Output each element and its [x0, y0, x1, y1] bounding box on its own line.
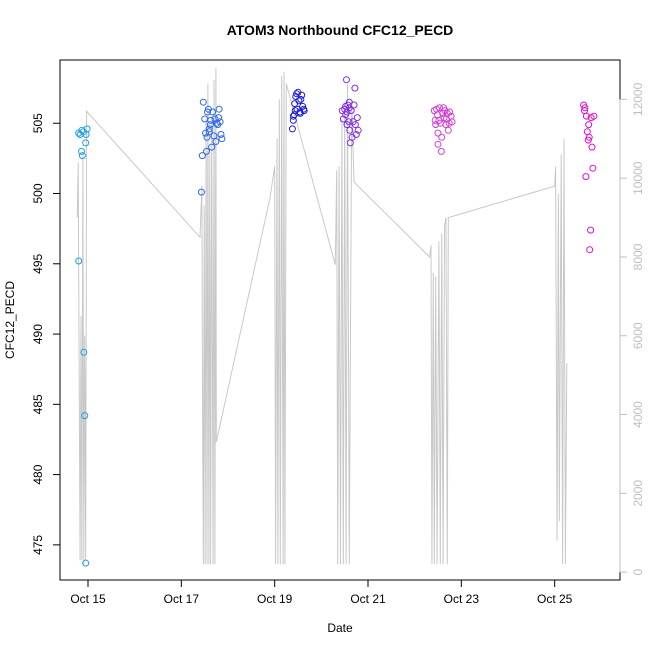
data-point	[582, 173, 590, 181]
data-point	[199, 98, 207, 106]
data-point	[590, 112, 598, 120]
data-point	[448, 118, 456, 126]
data-point	[585, 121, 593, 129]
data-point	[346, 126, 354, 134]
y-tick-label: 485	[31, 394, 45, 414]
data-point	[217, 131, 225, 138]
data-point	[207, 116, 215, 124]
data-point	[353, 114, 361, 122]
data-point	[444, 126, 452, 134]
secondary-series-line	[76, 67, 568, 565]
data-point	[198, 152, 206, 160]
data-point	[295, 97, 303, 105]
x-tick-label: Oct 25	[537, 592, 573, 606]
y-tick-label: 495	[31, 253, 45, 273]
data-point	[293, 90, 301, 98]
data-point	[339, 115, 347, 123]
y2-tick-label: 10000	[631, 161, 645, 195]
data-point	[204, 108, 211, 116]
data-point	[585, 133, 593, 141]
y2-tick-label: 6000	[631, 322, 645, 349]
x-tick-label: Oct 23	[444, 592, 480, 606]
data-point	[81, 412, 89, 420]
data-point	[202, 129, 210, 137]
y-tick-label: 480	[31, 464, 45, 484]
data-point	[83, 125, 91, 133]
y-tick-label: 500	[31, 183, 45, 203]
data-point	[588, 143, 596, 151]
data-point	[581, 104, 589, 112]
data-point	[209, 108, 217, 116]
data-point	[218, 135, 226, 143]
data-point	[300, 107, 308, 115]
altitude-line	[76, 67, 568, 565]
data-point	[589, 164, 597, 172]
data-point	[446, 108, 454, 116]
data-point	[351, 121, 359, 129]
data-point	[582, 112, 590, 120]
x-axis-label: Date	[327, 621, 353, 635]
y2-tick-label: 0	[631, 568, 645, 575]
chart-title: ATOM3 Northbound CFC12_PECD	[227, 22, 454, 38]
data-point	[203, 147, 210, 155]
data-point	[211, 115, 219, 123]
data-point	[78, 126, 86, 134]
data-point	[351, 84, 359, 92]
data-point	[354, 126, 362, 134]
data-point	[197, 188, 205, 196]
y-tick-label: 490	[31, 324, 45, 344]
y2-axis: 0 2000 4000 6000 8000 10000 12000	[619, 82, 645, 575]
data-point	[435, 104, 443, 112]
data-point	[437, 147, 445, 155]
data-point	[342, 102, 350, 110]
data-point	[434, 129, 442, 137]
y-tick-label: 505	[31, 113, 45, 133]
data-point	[203, 133, 211, 141]
data-point	[434, 140, 442, 148]
data-point	[289, 116, 297, 124]
x-tick-label: Oct 19	[257, 592, 293, 606]
x-tick-label: Oct 21	[350, 592, 386, 606]
y2-tick-label: 4000	[631, 401, 645, 428]
data-point	[212, 138, 220, 145]
data-point	[205, 125, 213, 133]
data-point	[216, 118, 224, 126]
data-point	[206, 121, 214, 129]
y-axis-label: CFC12_PECD	[3, 281, 17, 359]
y2-tick-label: 2000	[631, 480, 645, 507]
y2-tick-label: 8000	[631, 243, 645, 270]
data-point	[78, 147, 85, 155]
data-point	[201, 115, 209, 123]
data-point	[298, 91, 306, 99]
data-point	[78, 152, 86, 160]
data-point	[215, 105, 223, 113]
x-axis: Oct 15 Oct 17 Oct 19 Oct 21 Oct 23 Oct 25	[70, 579, 573, 606]
data-points	[75, 76, 598, 567]
data-point	[586, 246, 594, 254]
y-axis: 475 480 485 490 495 500 505	[31, 113, 61, 555]
data-point	[82, 559, 90, 567]
data-point	[587, 226, 595, 234]
data-point	[345, 104, 353, 112]
data-point	[345, 118, 353, 126]
data-point	[75, 257, 83, 265]
data-point	[438, 133, 446, 141]
y2-tick-label: 12000	[631, 82, 645, 116]
data-point	[291, 107, 299, 115]
data-point	[297, 95, 305, 103]
x-tick-label: Oct 17	[164, 592, 200, 606]
data-point	[82, 139, 90, 147]
y-tick-label: 475	[31, 535, 45, 555]
data-point	[288, 125, 296, 133]
data-point	[583, 128, 591, 136]
data-point	[208, 143, 216, 151]
data-point	[352, 131, 360, 138]
data-point	[215, 114, 223, 122]
x-tick-label: Oct 15	[70, 592, 106, 606]
data-point	[343, 76, 350, 84]
data-point	[80, 348, 88, 356]
